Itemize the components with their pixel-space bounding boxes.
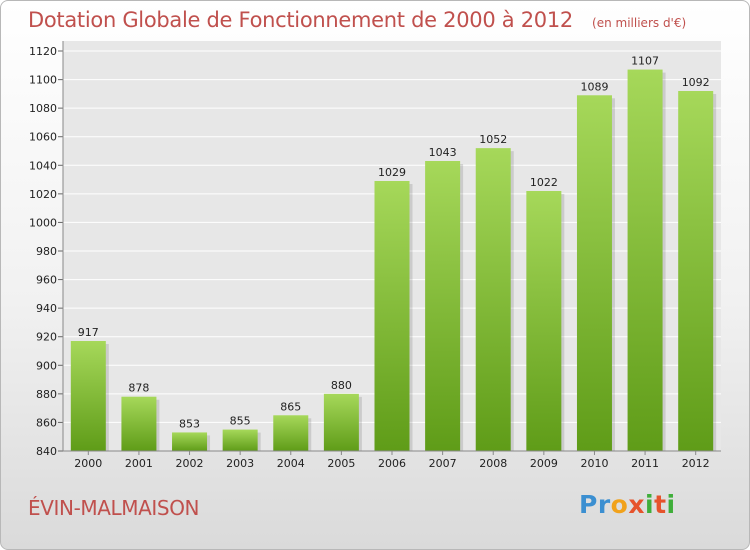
x-tick-label: 2003 — [226, 457, 254, 470]
x-tick-label: 2012 — [682, 457, 710, 470]
commune-name: ÉVIN-MALMAISON — [28, 496, 200, 520]
x-tick-label: 2005 — [327, 457, 355, 470]
bar — [627, 69, 663, 452]
x-axis-ticks: 2000 2001 2002 2003 2004 2005 2006 2007 2008 2009… — [63, 450, 721, 470]
data-label: 853 — [179, 417, 200, 430]
y-tick-label: 880 — [36, 388, 57, 401]
data-label: 1043 — [429, 146, 457, 159]
proxiti-logo[interactable]: Proxiti — [579, 490, 676, 519]
logo-letter: P — [579, 490, 598, 519]
data-label: 1029 — [378, 166, 406, 179]
title-row: Dotation Globale de Fonctionnement de 20… — [28, 8, 686, 32]
data-label: 1092 — [682, 76, 710, 89]
x-tick-label: 2008 — [479, 457, 507, 470]
y-tick-label: 1060 — [29, 131, 57, 144]
data-label: 1107 — [631, 55, 659, 68]
x-tick-label: 2000 — [74, 457, 102, 470]
bar — [172, 432, 208, 451]
bar — [70, 341, 106, 451]
x-tick-label: 2006 — [378, 457, 406, 470]
bar — [273, 415, 309, 451]
data-label: 917 — [78, 326, 99, 339]
y-tick-label: 1020 — [29, 188, 57, 201]
bar — [678, 91, 714, 451]
y-tick-label: 980 — [36, 245, 57, 258]
x-tick-label: 2010 — [580, 457, 608, 470]
y-tick-label: 940 — [36, 302, 57, 315]
data-label: 1089 — [580, 80, 608, 93]
data-label: 855 — [230, 415, 251, 428]
x-tick-label: 2009 — [530, 457, 558, 470]
y-tick-label: 920 — [36, 331, 57, 344]
data-labels: 917 878 853 855 865 880 1029 1043 1052 1022 1089 11… — [78, 55, 710, 431]
bar — [475, 148, 511, 451]
data-label: 878 — [128, 382, 149, 395]
y-tick-label: 860 — [36, 416, 57, 429]
bars — [70, 69, 717, 452]
logo-letter: t — [654, 490, 667, 519]
y-tick-label: 1080 — [29, 102, 57, 115]
logo-letter: o — [610, 490, 629, 519]
y-tick-label: 900 — [36, 359, 57, 372]
y-tick-label: 1120 — [29, 45, 57, 58]
y-tick-label: 960 — [36, 274, 57, 287]
bar — [222, 429, 258, 451]
y-tick-label: 1040 — [29, 159, 57, 172]
x-tick-label: 2007 — [429, 457, 457, 470]
logo-letter: i — [645, 490, 655, 519]
x-tick-label: 2011 — [631, 457, 659, 470]
logo-letter: r — [597, 490, 611, 519]
bar — [425, 161, 461, 451]
data-label: 880 — [331, 379, 352, 392]
bar — [526, 191, 562, 451]
bar — [323, 393, 359, 451]
y-axis-ticks: 840 860 880 900 920 940 960 980 1000 1020 1040 1060… — [29, 41, 64, 458]
x-tick-label: 2002 — [176, 457, 204, 470]
chart-title: Dotation Globale de Fonctionnement de 20… — [28, 8, 573, 32]
x-tick-label: 2004 — [277, 457, 305, 470]
data-label: 1052 — [479, 133, 507, 146]
chart-subtitle: (en milliers d'€) — [592, 16, 687, 30]
x-tick-label: 2001 — [125, 457, 153, 470]
data-label: 1022 — [530, 176, 558, 189]
y-tick-label: 1000 — [29, 216, 57, 229]
bar — [576, 95, 612, 452]
bar — [121, 396, 157, 451]
logo-letter: x — [628, 490, 645, 519]
y-tick-label: 1100 — [29, 74, 57, 87]
y-tick-label: 840 — [36, 445, 57, 458]
data-label: 865 — [280, 400, 301, 413]
logo-letter: i — [666, 490, 676, 519]
bar — [374, 181, 410, 451]
